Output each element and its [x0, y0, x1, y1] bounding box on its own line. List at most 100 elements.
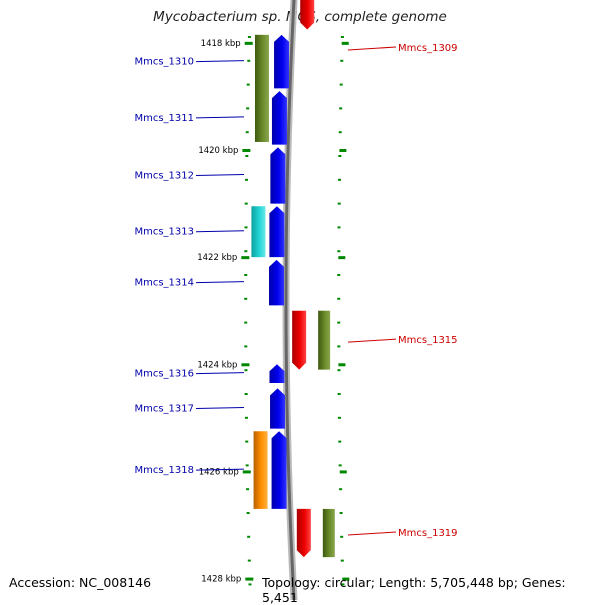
tick-mark: [244, 393, 248, 395]
feature-block: [251, 206, 266, 258]
tick-mark: [245, 131, 249, 134]
chromosome-axis: [284, 0, 296, 600]
gene-leader-line: [195, 173, 245, 176]
gene-arrow: [292, 310, 307, 370]
ruler-tick: [338, 363, 346, 367]
gene-label: Mmcs_1310: [134, 57, 194, 68]
tick-mark: [337, 250, 341, 253]
gene-label: Mmcs_1318: [134, 465, 194, 476]
tick-mark: [247, 36, 251, 38]
tick-mark: [339, 512, 343, 514]
ruler-tick: [342, 577, 350, 581]
tick-mark: [337, 345, 341, 348]
accession-text: Accession: NC_008146: [9, 575, 152, 590]
tick-mark: [337, 202, 341, 205]
tick-mark: [337, 321, 341, 324]
tick-mark: [338, 440, 342, 443]
map-title: Mycobacterium sp. MCS, complete genome: [153, 9, 447, 25]
gene-arrow: [296, 508, 311, 558]
gene-label: Mmcs_1316: [134, 369, 194, 380]
tick-mark: [245, 155, 249, 157]
tick-mark: [338, 131, 342, 134]
tick-mark: [337, 369, 341, 372]
gene-leader-line: [195, 372, 245, 375]
tick-mark: [246, 488, 250, 491]
tick-mark: [339, 488, 343, 491]
tick-mark: [337, 226, 341, 229]
gene-leader-line: [347, 338, 397, 343]
tick-mark: [340, 535, 344, 538]
tick-mark: [244, 274, 248, 276]
tick-mark: [337, 393, 341, 395]
tick-mark: [337, 178, 341, 181]
ruler-label: 1420 kbp: [198, 146, 238, 156]
tick-mark: [244, 416, 248, 419]
gene-arrow: [269, 259, 285, 306]
tick-mark: [244, 250, 248, 253]
gene-leader-line: [195, 230, 245, 233]
tick-mark: [244, 345, 248, 348]
ruler-tick: [339, 149, 347, 152]
ruler-label: 1424 kbp: [197, 360, 237, 370]
tick-mark: [245, 464, 249, 467]
gene-arrow: [274, 34, 290, 89]
gene-label: Mmcs_1315: [398, 335, 458, 346]
tick-mark: [340, 559, 344, 562]
gene-label: Mmcs_1314: [134, 278, 194, 289]
gene-arrow: [270, 147, 286, 204]
ruler-label: 1418 kbp: [201, 39, 241, 49]
tick-mark: [341, 583, 345, 586]
feature-block: [318, 310, 331, 370]
tick-mark: [337, 297, 341, 300]
gene-label: Mmcs_1317: [134, 403, 194, 414]
feature-block: [254, 34, 269, 142]
topology-text: Topology: circular; Length: 5,705,448 bp…: [262, 575, 566, 605]
ruler-tick: [241, 363, 250, 367]
ruler-tick: [244, 41, 253, 45]
ruler-tick: [241, 256, 250, 260]
gene-label: Mmcs_1313: [134, 227, 194, 238]
tick-mark: [337, 416, 341, 419]
tick-mark: [244, 226, 248, 229]
ruler-tick: [338, 256, 346, 260]
gene-leader-line: [195, 468, 245, 471]
tick-mark: [244, 178, 248, 181]
feature-block: [253, 431, 268, 509]
gene-arrow: [269, 364, 285, 384]
gene-label: Mmcs_1312: [134, 170, 194, 181]
ruler-tick: [341, 41, 349, 45]
gene-label: Mmcs_1311: [134, 113, 194, 124]
ruler-tick: [339, 470, 347, 474]
tick-mark: [244, 297, 248, 300]
gene-arrow: [300, 0, 315, 30]
gene-arrow: [271, 431, 287, 509]
gene-leader-line: [347, 531, 397, 536]
ruler-tick: [242, 470, 251, 474]
ruler-label: 1426 kbp: [199, 467, 239, 477]
ruler-label: 1428 kbp: [201, 575, 241, 585]
gene-label: Mmcs_1319: [398, 528, 458, 539]
ruler-tick: [245, 577, 254, 581]
gene-arrow: [269, 206, 285, 258]
feature-block: [322, 508, 335, 558]
tick-mark: [248, 583, 252, 586]
gene-leader-line: [195, 116, 245, 119]
gene-label: Mmcs_1309: [398, 43, 458, 54]
tick-mark: [245, 440, 249, 443]
gene-arrow: [270, 388, 286, 429]
gene-leader-line: [195, 281, 245, 284]
gene-leader-line: [195, 406, 245, 409]
ruler-label: 1422 kbp: [197, 253, 237, 263]
gene-leader-line: [347, 46, 397, 51]
tick-mark: [246, 83, 250, 86]
tick-mark: [339, 107, 343, 110]
tick-mark: [246, 512, 250, 514]
tick-mark: [247, 59, 251, 62]
tick-mark: [247, 559, 251, 562]
tick-mark: [340, 36, 344, 38]
tick-mark: [246, 107, 250, 110]
tick-mark: [337, 274, 341, 276]
tick-mark: [244, 321, 248, 324]
tick-mark: [244, 369, 248, 372]
